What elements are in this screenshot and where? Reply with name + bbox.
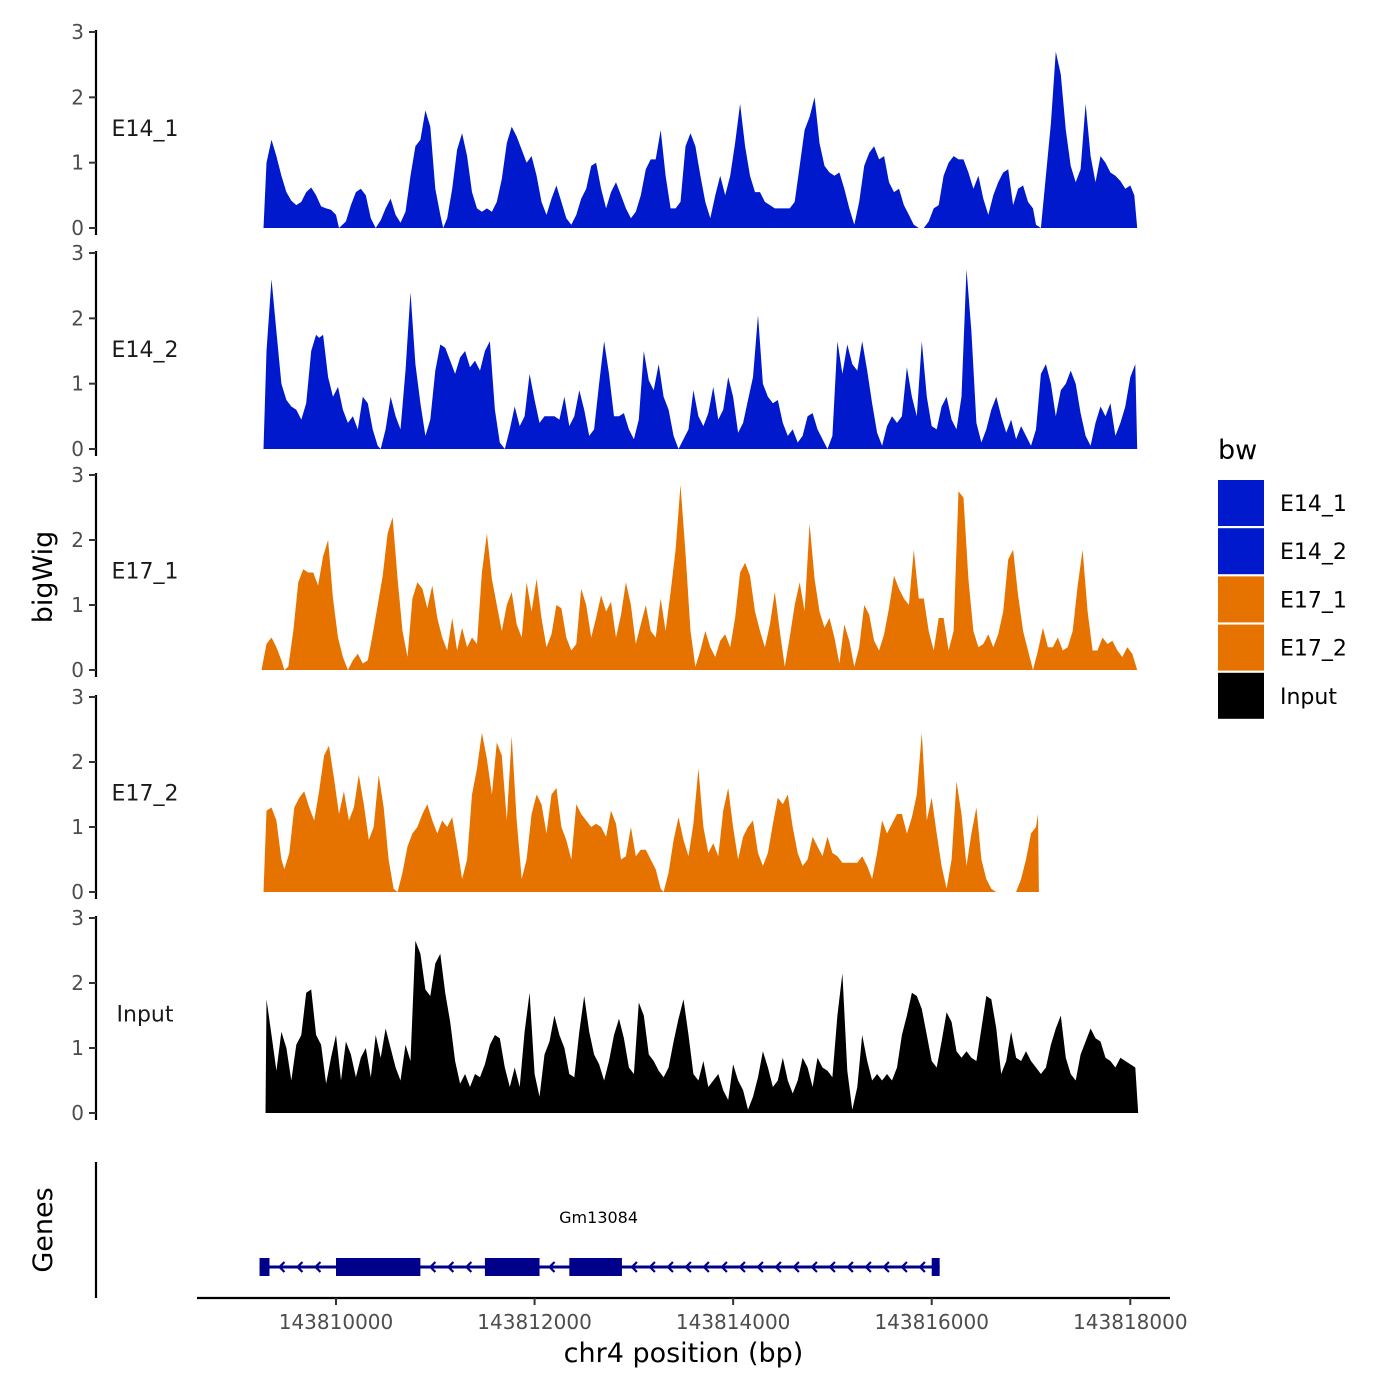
track-label: E17_2 (112, 781, 179, 806)
y-axis-title: bigWig (28, 531, 59, 624)
y-tick-label: 0 (71, 880, 84, 904)
strand-arrow (738, 1261, 746, 1273)
x-tick-label: 143818000 (1073, 1310, 1188, 1334)
track-input: 0 1 2 3 Input (71, 906, 1139, 1125)
strand-arrow (702, 1261, 710, 1273)
tracks: 0 1 2 3 E14_1 0 1 2 3 E14_2 0 1 2 3 E17_1 0 1 2 3 E17_2 0 1 2 3… (71, 20, 1139, 1125)
y-tick-label: 3 (71, 906, 84, 930)
x-tick-label: 143814000 (676, 1310, 791, 1334)
y-tick-label: 0 (71, 216, 84, 240)
gene-track: Gm13084 (259, 1208, 940, 1276)
y-tick-label: 1 (71, 372, 84, 396)
legend-label: Input (1280, 685, 1337, 710)
strand-arrow (882, 1261, 890, 1273)
legend-key-e14-1 (1218, 480, 1264, 526)
y-tick-label: 1 (71, 815, 84, 839)
legend-label: E17_1 (1280, 588, 1347, 613)
legend-label: E14_2 (1280, 540, 1347, 565)
strand-arrow (428, 1261, 437, 1273)
track-e14-2: 0 1 2 3 E14_2 (71, 241, 1138, 461)
legend-key-e17-2 (1218, 624, 1264, 671)
strand-arrow (774, 1261, 782, 1273)
track-label: E17_1 (112, 559, 179, 584)
gene-exon (259, 1258, 270, 1276)
area-e14-2 (263, 269, 1138, 449)
y-tick-label: 3 (71, 463, 84, 487)
y-tick-label: 2 (71, 971, 84, 995)
y-tick-label: 2 (71, 750, 84, 774)
y-tick-label: 3 (71, 685, 84, 709)
y-tick-label: 1 (71, 593, 84, 617)
area-e17-2 (263, 732, 1039, 892)
gene-exon (931, 1258, 940, 1276)
y-tick-label: 1 (71, 1036, 84, 1060)
area-e17-1 (261, 484, 1138, 670)
strand-arrow (918, 1261, 926, 1273)
strand-arrow (295, 1261, 304, 1273)
legend-key-input (1218, 672, 1264, 719)
y-tick-label: 1 (71, 151, 84, 175)
legend-label: E17_2 (1280, 637, 1347, 662)
area-e14-1 (263, 51, 1138, 228)
y-tick-label: 3 (71, 20, 84, 44)
track-e14-1: 0 1 2 3 E14_1 (71, 20, 1138, 240)
strand-arrow (547, 1261, 556, 1273)
legend-label: E14_1 (1280, 492, 1347, 517)
gene-exon (336, 1258, 421, 1276)
strand-arrow (720, 1261, 728, 1273)
strand-arrow (810, 1261, 818, 1273)
y-tick-label: 0 (71, 437, 84, 461)
strand-arrow (313, 1261, 322, 1273)
legend-key-e17-1 (1218, 576, 1264, 623)
y-tick-label: 0 (71, 1101, 84, 1125)
strand-arrow (464, 1261, 473, 1273)
gene-exon (569, 1258, 622, 1276)
x-tick-label: 143810000 (279, 1310, 394, 1334)
strand-arrow (666, 1261, 674, 1273)
y-tick-label: 0 (71, 658, 84, 682)
strand-arrow (684, 1261, 692, 1273)
x-tick-label: 143812000 (477, 1310, 592, 1334)
legend-key-e14-2 (1218, 528, 1264, 575)
area-input (265, 940, 1139, 1113)
track-label: E14_2 (112, 338, 179, 363)
strand-arrow (277, 1261, 286, 1273)
strand-arrow (846, 1261, 854, 1273)
gene-name: Gm13084 (559, 1208, 638, 1227)
genes-axis-title: Genes (28, 1187, 59, 1272)
legend-title: bw (1218, 435, 1257, 466)
track-label: Input (117, 1002, 174, 1027)
strand-arrow (864, 1261, 872, 1273)
x-axis-title: chr4 position (bp) (564, 1338, 804, 1369)
x-tick-label: 143816000 (874, 1310, 989, 1334)
y-tick-label: 3 (71, 241, 84, 265)
y-tick-label: 2 (71, 528, 84, 552)
strand-arrow (756, 1261, 764, 1273)
gene-exon (484, 1258, 540, 1276)
legend: bw E14_1 E14_2 E17_1 E17_2 Input (1218, 435, 1347, 719)
y-tick-label: 2 (71, 85, 84, 109)
strand-arrow (828, 1261, 836, 1273)
strand-arrow (630, 1261, 638, 1273)
strand-arrow (648, 1261, 656, 1273)
strand-arrow (446, 1261, 455, 1273)
y-tick-label: 2 (71, 306, 84, 330)
strand-arrow (792, 1261, 800, 1273)
x-axis: 143810000 143812000 143814000 143816000 1438… (197, 1296, 1188, 1334)
track-e17-1: 0 1 2 3 E17_1 (71, 463, 1138, 682)
track-e17-2: 0 1 2 3 E17_2 (71, 685, 1039, 904)
strand-arrow (900, 1261, 908, 1273)
track-label: E14_1 (112, 117, 179, 142)
